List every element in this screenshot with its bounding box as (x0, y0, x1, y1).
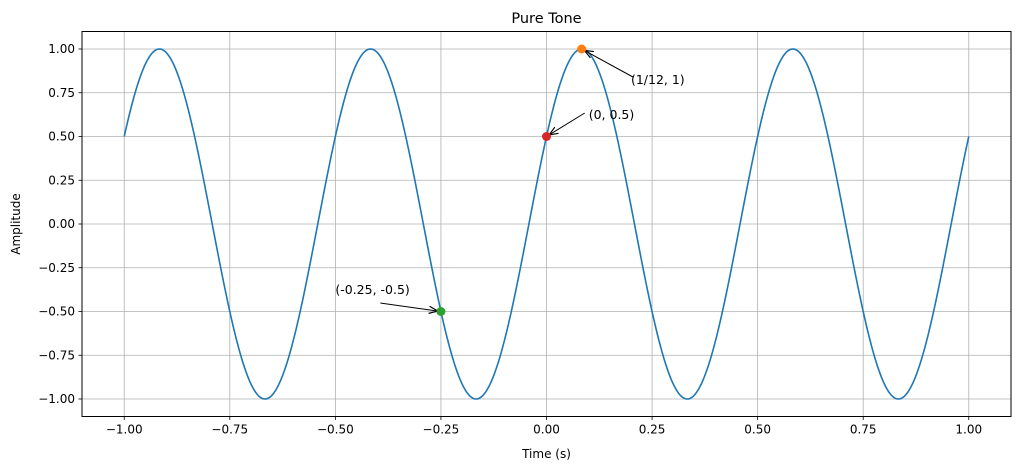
annotation-label: (0, 0.5) (589, 107, 635, 122)
annotation-arrow (549, 112, 585, 135)
annotations: (1/12, 1) (0, 0.5) (-0.25, -0.5) (335, 44, 685, 316)
annotation-arrow (584, 50, 634, 78)
x-axis-label: Time (s) (521, 447, 571, 461)
x-tick-label: 0.00 (533, 423, 560, 437)
annotation-arrow (380, 302, 438, 311)
x-tick-label: 1.00 (955, 423, 982, 437)
y-tick-label: 0.75 (48, 86, 75, 100)
y-tick-label: 1.00 (48, 42, 75, 56)
x-tick-label: −0.25 (423, 423, 460, 437)
data-point-marker (436, 307, 446, 316)
x-tick-label: 0.25 (639, 423, 666, 437)
y-tick-label: −0.50 (38, 305, 75, 319)
y-axis-label: Amplitude (9, 193, 23, 255)
x-tick-label: −1.00 (106, 423, 143, 437)
y-tick-label: −1.00 (38, 392, 75, 406)
x-tick-label: 0.50 (744, 423, 771, 437)
x-tick-label: −0.50 (317, 423, 354, 437)
data-point-marker (577, 44, 587, 54)
chart-title: Pure Tone (511, 11, 581, 27)
y-tick-label: −0.25 (38, 261, 75, 275)
annotation-label: (-0.25, -0.5) (335, 282, 409, 297)
y-tick-label: 0.25 (48, 173, 75, 187)
data-point-marker (542, 132, 551, 141)
annotation-label: (1/12, 1) (631, 72, 685, 87)
grid (82, 31, 1011, 417)
y-tick-label: 0.50 (48, 130, 75, 144)
ticks: −1.00 −0.75 −0.50 −0.25 0.00 0.25 0.50 0.75 1.00… (38, 42, 982, 437)
y-tick-label: 0.00 (48, 217, 75, 231)
x-tick-label: 0.75 (850, 423, 877, 437)
y-tick-label: −0.75 (38, 348, 75, 362)
x-tick-label: −0.75 (211, 423, 248, 437)
